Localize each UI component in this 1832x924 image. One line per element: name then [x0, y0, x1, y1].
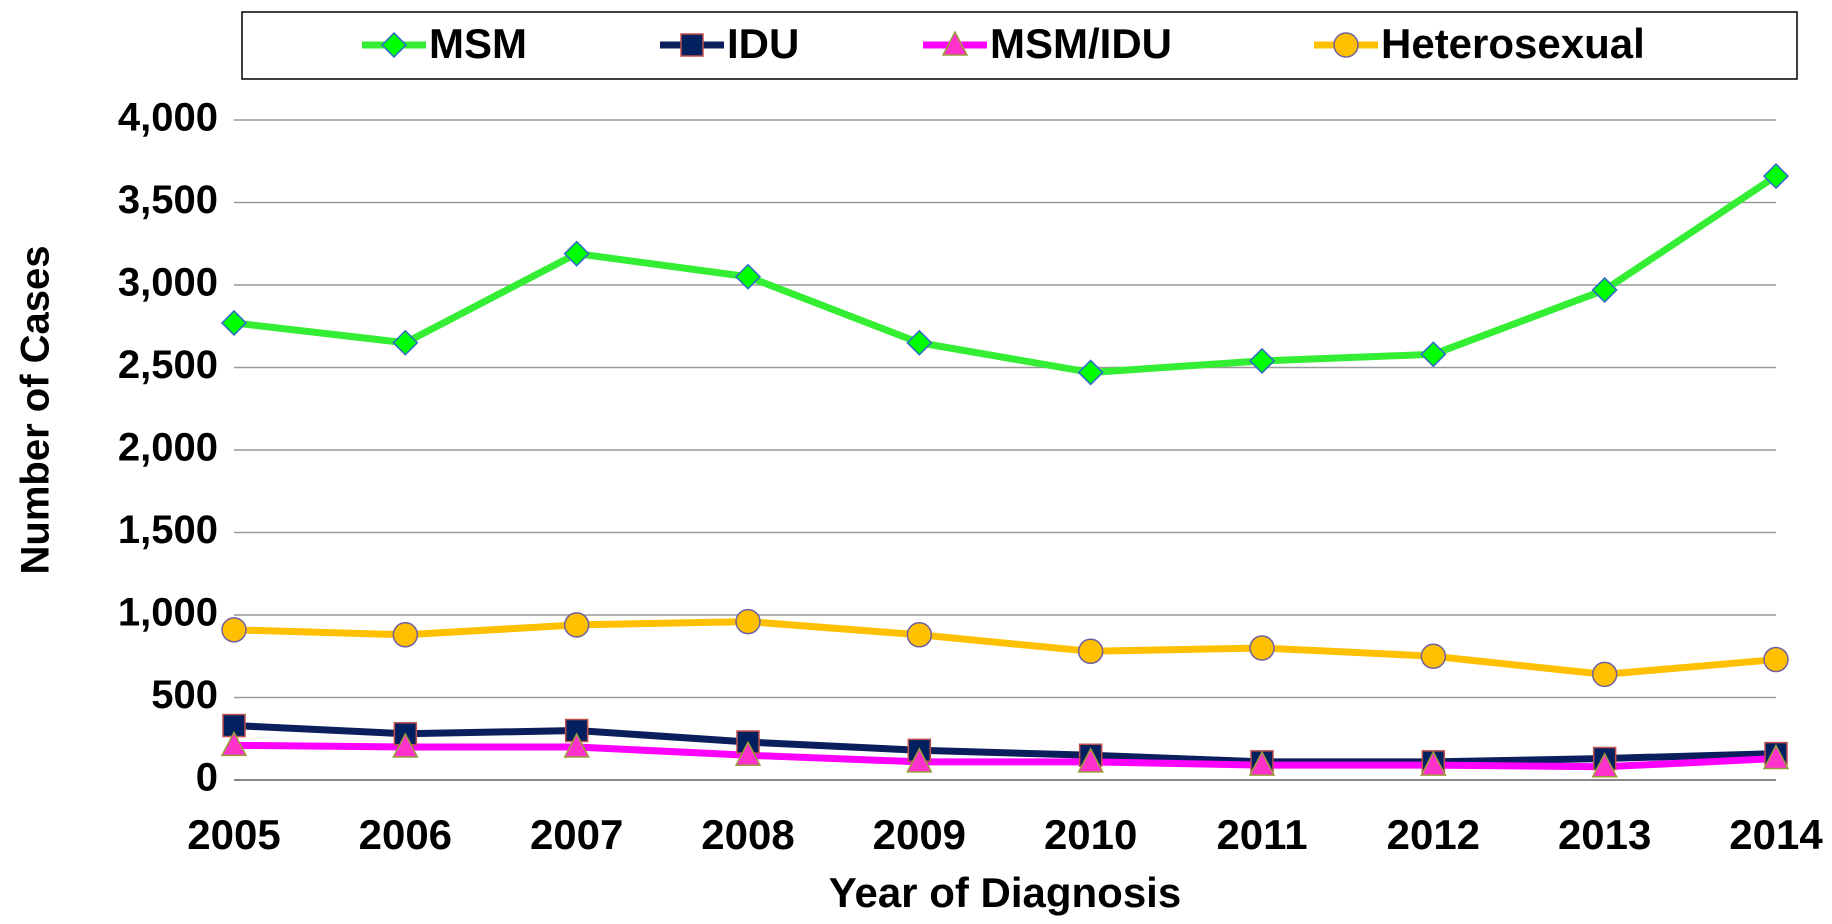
- point-marker: [1248, 347, 1276, 374]
- x-tick-label: 2009: [873, 811, 966, 858]
- point-marker: [906, 747, 933, 773]
- legend-marker: [941, 30, 969, 56]
- point-marker: [906, 622, 933, 648]
- y-tick-label: 4,000: [118, 96, 218, 140]
- point-marker: [1420, 341, 1447, 368]
- series-line: [233, 722, 1777, 766]
- point-marker: [1762, 163, 1790, 190]
- point-marker: [392, 622, 419, 648]
- legend-label: IDU: [727, 20, 799, 67]
- point-marker: [1591, 276, 1618, 304]
- x-tick-label: 2014: [1729, 811, 1823, 858]
- point-marker: [1762, 743, 1790, 770]
- legend-label: MSM/IDU: [990, 20, 1172, 67]
- x-tick-label: 2013: [1558, 811, 1651, 858]
- legend-label: Heterosexual: [1381, 20, 1645, 67]
- point-marker: [1248, 750, 1276, 776]
- series-line: [233, 173, 1778, 376]
- point-marker: [1591, 661, 1618, 688]
- x-axis-title: Year of Diagnosis: [829, 869, 1181, 916]
- y-tick-label: 1,500: [118, 508, 218, 552]
- y-tick-label: 3,000: [118, 261, 218, 305]
- y-tick-label: 2,500: [118, 343, 218, 387]
- point-marker: [392, 329, 419, 356]
- point-marker: [220, 730, 248, 757]
- point-marker: [563, 732, 590, 758]
- y-tick-label: 1,000: [118, 591, 218, 635]
- point-marker: [1591, 752, 1618, 778]
- point-marker: [735, 608, 761, 635]
- point-marker: [1763, 646, 1789, 673]
- x-tick-label: 2011: [1216, 811, 1307, 858]
- series-line: [233, 741, 1777, 771]
- point-marker: [1077, 747, 1104, 773]
- point-marker: [1420, 750, 1447, 776]
- y-axis-title: Number of Cases: [14, 246, 58, 575]
- x-tick-label: 2012: [1387, 811, 1480, 858]
- x-tick-label: 2010: [1044, 811, 1137, 858]
- series-line: [233, 618, 1777, 678]
- legend-marker: [380, 31, 408, 59]
- y-tick-label: 2,000: [118, 426, 218, 470]
- y-tick-label: 3,500: [118, 178, 218, 222]
- point-marker: [1077, 638, 1104, 665]
- legend-marker: [680, 33, 704, 57]
- legend-label: MSM: [429, 20, 527, 67]
- point-marker: [734, 740, 762, 766]
- y-tick-label: 0: [196, 756, 218, 800]
- point-marker: [1420, 643, 1447, 669]
- point-marker: [221, 617, 247, 643]
- x-tick-label: 2006: [359, 811, 452, 858]
- y-tick-label: 500: [151, 673, 218, 717]
- x-tick-label: 2007: [530, 811, 623, 858]
- x-tick-label: 2005: [187, 811, 280, 858]
- point-marker: [220, 309, 248, 337]
- point-marker: [1249, 635, 1275, 661]
- point-marker: [1077, 359, 1104, 386]
- point-marker: [906, 329, 933, 356]
- legend-box: [241, 11, 1798, 80]
- x-tick-label: 2008: [701, 811, 794, 858]
- point-marker: [563, 612, 590, 638]
- point-marker: [734, 263, 762, 290]
- point-marker: [392, 732, 419, 758]
- legend-marker: [1333, 32, 1359, 58]
- point-marker: [563, 240, 590, 267]
